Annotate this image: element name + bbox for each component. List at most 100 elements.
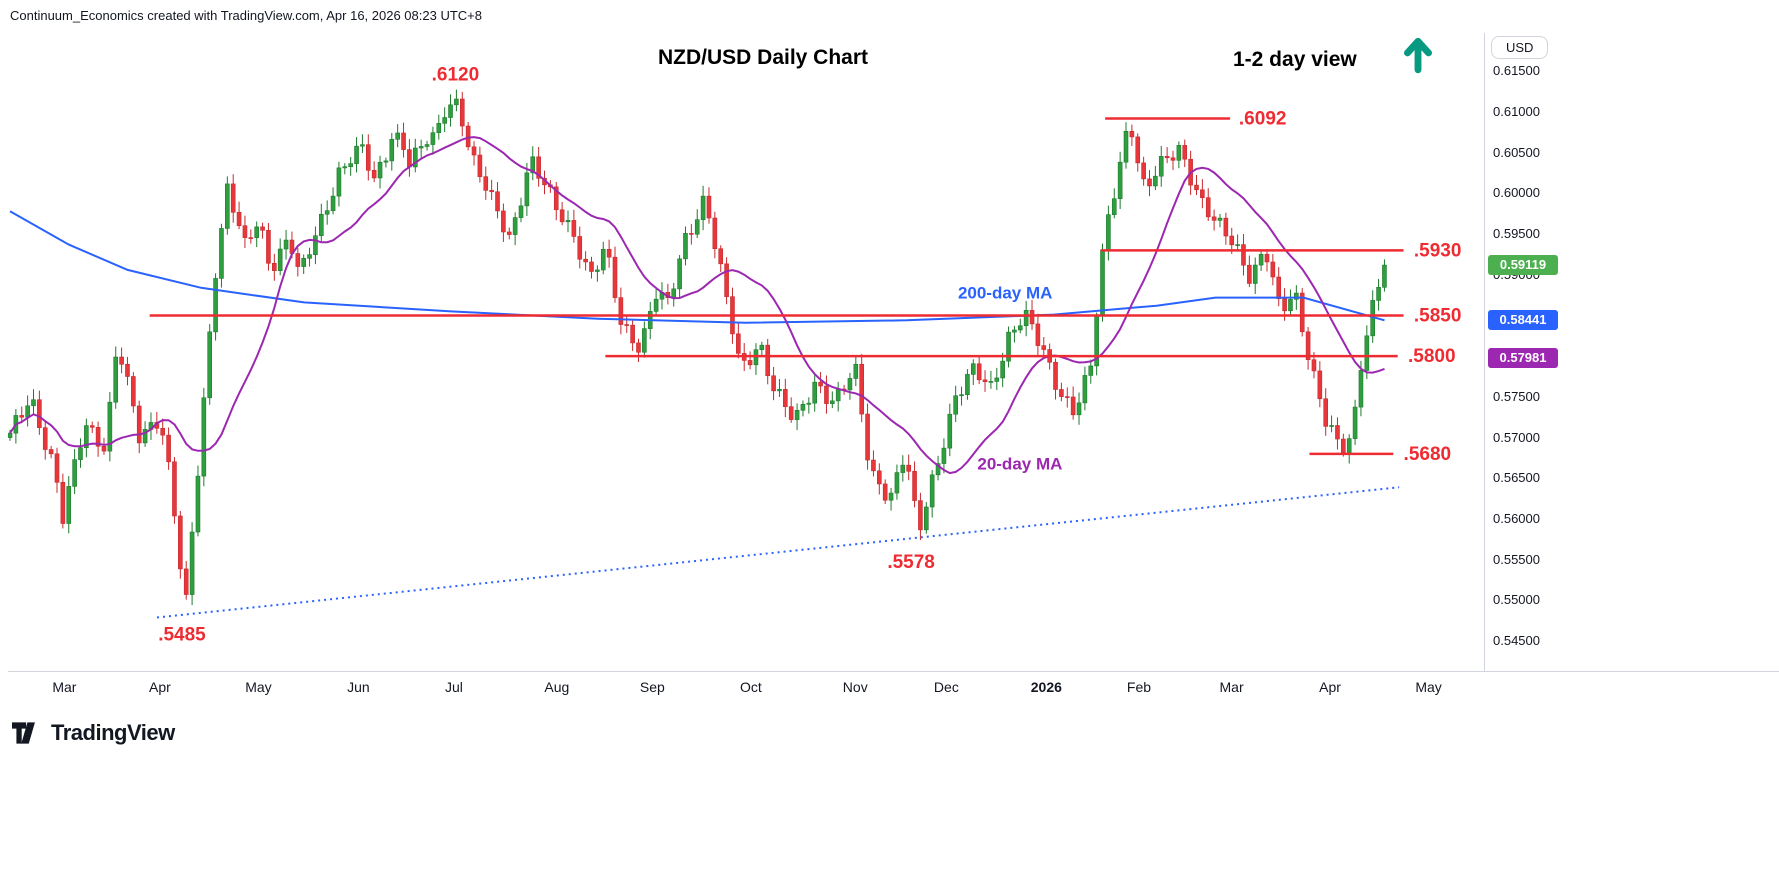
candle-body: [1076, 402, 1082, 416]
tradingview-wordmark[interactable]: TradingView: [51, 720, 175, 745]
candle-body: [407, 149, 412, 168]
candle-body: [559, 209, 565, 223]
candle-body: [1282, 298, 1287, 312]
candle-body: [307, 254, 312, 259]
ma200-value-badge: 0.58441: [1488, 310, 1558, 331]
candle-body: [812, 381, 817, 404]
candle-body: [1194, 184, 1199, 191]
candle-body: [953, 395, 958, 415]
candle-body: [95, 427, 101, 447]
time-axis-label-jul: Jul: [444, 679, 463, 695]
currency-button[interactable]: USD: [1491, 36, 1549, 59]
candle-body: [624, 324, 630, 326]
candle-body: [377, 161, 383, 179]
candle-body: [1182, 145, 1188, 160]
candle-body: [1070, 396, 1076, 416]
candle-body: [25, 405, 30, 418]
candle-body: [1217, 217, 1223, 221]
candle-body: [189, 531, 195, 595]
candle-body: [1123, 131, 1129, 163]
candle-body: [283, 239, 289, 250]
candle-body: [1170, 157, 1176, 161]
candle-body: [759, 344, 765, 350]
candle-body: [677, 258, 682, 290]
candle-body: [72, 459, 77, 487]
candle-body: [436, 123, 442, 133]
candle-body: [994, 377, 1000, 382]
candle-body: [976, 363, 982, 381]
candle-body: [1205, 197, 1211, 218]
bullish-arrow-path: [1404, 37, 1432, 74]
candle-body: [1176, 145, 1182, 161]
candle-body: [19, 415, 25, 418]
time-axis[interactable]: Mar Apr May Jun Jul Aug Sep Oct Nov Dec 2026 Feb Mar…: [8, 671, 1779, 701]
price-tick: 0.57500: [1493, 388, 1540, 404]
candle-body: [724, 263, 729, 297]
time-axis-label-sep: Sep: [639, 679, 665, 695]
candle-body: [706, 195, 712, 219]
candle-body: [365, 144, 371, 171]
attribution-text: Continuum_Economics created with Trading…: [10, 8, 482, 23]
candle-body: [970, 363, 976, 375]
candle-body: [524, 172, 530, 207]
candle-body: [78, 447, 83, 460]
candle-body: [348, 163, 353, 167]
candle-body: [37, 399, 42, 428]
candle-body: [918, 500, 923, 531]
candle-body: [319, 213, 324, 237]
candle-body: [342, 166, 348, 169]
candle-body: [1294, 292, 1299, 300]
bullish-arrow-icon: [1404, 37, 1432, 74]
candle-body: [929, 474, 935, 508]
candle-body: [877, 470, 882, 485]
candle-body: [718, 248, 724, 265]
candle-body: [1376, 287, 1381, 301]
low-label-5578: .5578: [887, 552, 935, 573]
candle-body: [119, 356, 124, 365]
candle-body: [800, 404, 806, 411]
candle-body: [653, 298, 659, 312]
candle-body: [213, 278, 218, 333]
time-axis-label-feb: Feb: [1126, 679, 1152, 695]
support-trendline[interactable]: [156, 486, 1400, 619]
time-axis-label-jun: Jun: [347, 679, 370, 695]
candle-body: [430, 132, 436, 145]
tradingview-logo-icon[interactable]: [12, 722, 42, 744]
candle-body: [642, 328, 647, 353]
candle-body: [301, 257, 306, 267]
candle-body: [565, 220, 571, 223]
candle-body: [107, 401, 113, 452]
candle-body: [42, 427, 48, 450]
candle-body: [1000, 360, 1005, 379]
candle-body: [824, 385, 829, 404]
candle-body: [236, 211, 242, 226]
candle-body: [277, 248, 283, 271]
candle-body: [894, 472, 900, 494]
ma200-line[interactable]: [9, 210, 1385, 324]
candle-body: [1346, 438, 1352, 454]
candle-body: [1329, 425, 1334, 427]
ma20-line[interactable]: [9, 136, 1385, 475]
time-axis-label-nov: Nov: [842, 679, 868, 695]
price-chart-canvas[interactable]: .6092 .5930 .5850 .5800 .5680 .6120 .5485 .5578…: [8, 33, 1485, 672]
candle-body: [1100, 249, 1105, 317]
price-tick: 0.55500: [1493, 551, 1540, 567]
candle-body: [1023, 310, 1029, 327]
candle-body: [1088, 365, 1094, 376]
candle-body: [1241, 244, 1246, 266]
candle-body: [630, 324, 635, 344]
price-tick: 0.61500: [1493, 63, 1540, 79]
candle-body: [1317, 370, 1323, 400]
candle-body: [600, 249, 606, 271]
price-axis[interactable]: USD 0.61500 0.61000 0.60500 0.60000 0.59500 0…: [1484, 33, 1779, 672]
footer: TradingView: [12, 720, 175, 746]
candle-body: [418, 146, 424, 149]
level-label-support-5680: .5680: [1404, 444, 1452, 465]
low-label-5485: .5485: [158, 625, 206, 646]
candle-body: [847, 378, 853, 391]
candle-body: [1258, 253, 1264, 266]
candle-body: [671, 288, 677, 298]
candle-body: [853, 363, 859, 379]
candle-body: [1082, 375, 1088, 404]
candle-body: [959, 394, 964, 397]
